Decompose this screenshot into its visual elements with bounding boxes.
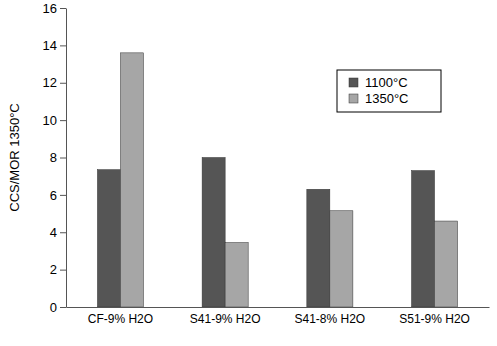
y-tick-label: 0: [50, 300, 57, 315]
y-tick-mark: [60, 270, 66, 271]
bar: [307, 189, 330, 307]
legend-box: [337, 70, 441, 112]
y-axis: 0 2 4 6 8 10 12 14 16: [43, 1, 67, 315]
y-tick-mark: [60, 45, 66, 46]
x-tick: CF-9% H2O: [88, 307, 153, 326]
y-tick-label: 6: [50, 188, 57, 203]
y-tick-label: 10: [43, 113, 57, 128]
y-tick-mark: [60, 232, 66, 233]
y-tick: 16: [43, 1, 66, 16]
legend-item: 1350°C: [349, 91, 409, 106]
y-tick-mark: [60, 307, 66, 308]
y-tick: 2: [50, 262, 66, 277]
y-tick-label: 4: [50, 225, 57, 240]
x-tick: S41-8% H2O: [294, 307, 365, 326]
y-tick-mark: [60, 120, 66, 121]
y-tick: 4: [50, 225, 66, 240]
x-axis: CF-9% H2O S41-9% H2O S41-8% H2O S51-9% H2O: [67, 307, 490, 326]
x-tick-label: S41-8% H2O: [294, 312, 365, 326]
bar: [435, 221, 458, 307]
legend-swatch: [349, 78, 358, 87]
bar: [97, 170, 120, 307]
bars: [97, 53, 457, 307]
y-axis-title: CCS/MOR 1350°C: [7, 103, 22, 212]
y-tick-mark: [60, 195, 66, 196]
y-tick-mark: [60, 8, 66, 9]
legend-swatch: [349, 94, 358, 103]
y-tick: 14: [43, 38, 66, 53]
y-tick: 0: [50, 300, 66, 315]
y-tick: 6: [50, 188, 66, 203]
x-tick-label: CF-9% H2O: [88, 312, 153, 326]
chart: 0 2 4 6 8 10 12 14 16 CF-9% H2O S41-9% H2O S41-8% H…: [0, 0, 497, 346]
y-tick-mark: [60, 83, 66, 84]
y-tick-label: 2: [50, 262, 57, 277]
y-tick-mark: [60, 158, 66, 159]
x-tick: S51-9% H2O: [399, 307, 470, 326]
y-tick-label: 14: [43, 38, 57, 53]
bar: [225, 243, 248, 307]
plot: 0 2 4 6 8 10 12 14 16 CF-9% H2O S41-9% H2O S41-8% H…: [43, 1, 490, 327]
y-axis-line: [66, 9, 67, 308]
y-tick-label: 12: [43, 75, 57, 90]
legend-label: 1100°C: [365, 75, 408, 90]
y-tick-label: 16: [43, 1, 57, 16]
y-tick: 12: [43, 75, 66, 90]
x-axis-line: [67, 307, 490, 308]
bar: [120, 53, 143, 307]
bar: [202, 158, 225, 308]
y-tick: 8: [50, 150, 66, 165]
bar: [330, 211, 353, 307]
x-tick-label: S41-9% H2O: [190, 312, 261, 326]
bar: [412, 171, 435, 307]
y-tick: 10: [43, 113, 66, 128]
legend-item: 1100°C: [349, 75, 408, 90]
x-tick-label: S51-9% H2O: [399, 312, 470, 326]
legend-label: 1350°C: [365, 91, 409, 106]
y-tick-label: 8: [50, 150, 57, 165]
x-tick: S41-9% H2O: [190, 307, 261, 326]
legend: 1100°C1350°C: [337, 70, 441, 112]
